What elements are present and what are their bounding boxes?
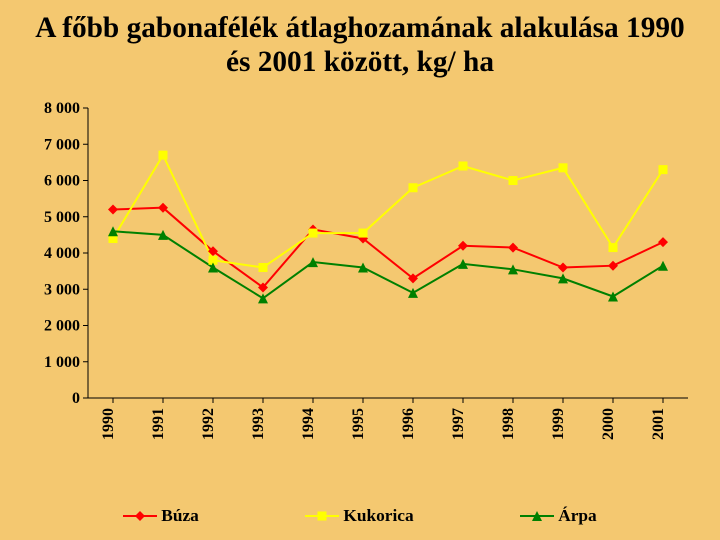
legend-item-kukorica: Kukorica: [305, 506, 413, 526]
svg-text:1994: 1994: [300, 408, 317, 440]
svg-text:1998: 1998: [500, 408, 517, 440]
svg-text:2001: 2001: [650, 408, 667, 440]
svg-text:0: 0: [72, 390, 80, 407]
svg-text:2 000: 2 000: [44, 318, 80, 335]
legend-item-árpa: Árpa: [520, 506, 597, 526]
svg-text:1993: 1993: [250, 408, 267, 440]
legend-item-búza: Búza: [123, 506, 199, 526]
svg-text:1995: 1995: [350, 408, 367, 440]
triangle-marker-icon: [520, 508, 554, 524]
legend-label: Búza: [161, 506, 199, 526]
chart-svg: 0 1 000 2 000 3 000 4 000 5 000 6 000 7 000 8 00…: [28, 100, 696, 460]
svg-text:1996: 1996: [400, 408, 417, 440]
svg-text:5 000: 5 000: [44, 209, 80, 226]
legend-label: Árpa: [558, 506, 597, 526]
svg-text:1997: 1997: [450, 408, 467, 440]
slide: A főbb gabonafélék átlaghozamának alakul…: [0, 0, 720, 540]
square-marker-icon: [305, 508, 339, 524]
svg-text:1 000: 1 000: [44, 354, 80, 371]
svg-text:2000: 2000: [600, 408, 617, 440]
legend-label: Kukorica: [343, 506, 413, 526]
svg-text:1999: 1999: [550, 408, 567, 440]
svg-text:8 000: 8 000: [44, 100, 80, 117]
chart-title: A főbb gabonafélék átlaghozamának alakul…: [0, 12, 720, 79]
svg-text:4 000: 4 000: [44, 245, 80, 262]
chart: 0 1 000 2 000 3 000 4 000 5 000 6 000 7 000 8 00…: [28, 100, 696, 460]
diamond-marker-icon: [123, 508, 157, 524]
svg-text:1991: 1991: [150, 408, 167, 440]
legend: Búza Kukorica Árpa: [70, 504, 650, 528]
svg-text:1992: 1992: [200, 408, 217, 440]
svg-text:7 000: 7 000: [44, 136, 80, 153]
svg-text:1990: 1990: [100, 408, 117, 440]
svg-text:6 000: 6 000: [44, 173, 80, 190]
svg-text:3 000: 3 000: [44, 281, 80, 298]
